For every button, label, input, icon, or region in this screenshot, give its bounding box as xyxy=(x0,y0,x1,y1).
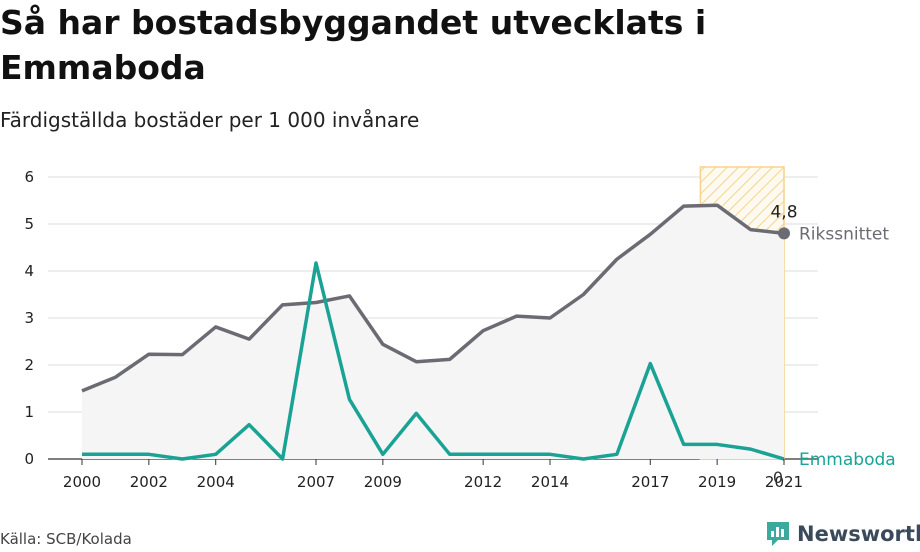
x-tick-label: 2017 xyxy=(631,473,669,491)
brand-name: Newsworthy xyxy=(797,522,920,546)
y-tick-label: 6 xyxy=(24,168,34,186)
newsworthy-logo-icon xyxy=(767,522,789,546)
y-tick-label: 3 xyxy=(24,309,34,327)
series-line-emmaboda xyxy=(82,261,785,461)
x-tick-label: 2009 xyxy=(364,473,402,491)
x-tick-label: 2004 xyxy=(197,473,235,491)
y-tick-label: 1 xyxy=(24,403,34,421)
x-tick-label: 2002 xyxy=(130,473,168,491)
x-tick-label: 2014 xyxy=(531,473,569,491)
y-tick-label: 0 xyxy=(24,450,34,468)
series-lines xyxy=(81,203,785,461)
axes: 0 1 2 3 4 5 6 2000 2002 2004 2007 2009 2012 2014 2017 2… xyxy=(24,168,803,491)
riks-area xyxy=(82,205,784,459)
chart-title: Så har bostadsbyggandet utvecklats i Emm… xyxy=(0,3,707,87)
chart-subtitle: Färdigställda bostäder per 1 000 invånar… xyxy=(0,108,420,132)
x-tick-label: 2021 xyxy=(765,473,803,491)
y-tick-label: 5 xyxy=(24,215,34,233)
brand-logo: Newsworthy xyxy=(765,520,920,548)
y-tick-label: 2 xyxy=(24,356,34,374)
end-marker-rikssnittet xyxy=(778,227,790,240)
series-label-emmaboda: Emmaboda xyxy=(799,450,896,470)
x-tick-label: 2019 xyxy=(698,473,736,491)
series-label-rikssnittet: Rikssnittet xyxy=(799,224,889,244)
riks-area-fill xyxy=(82,205,784,459)
source-note: Källa: SCB/Kolada xyxy=(0,530,132,548)
x-tick-label: 2000 xyxy=(63,473,101,491)
end-value-emmaboda: 0 xyxy=(773,468,783,487)
series-line-rikssnittet xyxy=(81,203,785,393)
end-value-rikssnittet: 4,8 xyxy=(770,202,797,222)
y-tick-label: 4 xyxy=(24,262,34,280)
x-tick-label: 2007 xyxy=(297,473,335,491)
x-tick-label: 2012 xyxy=(464,473,502,491)
